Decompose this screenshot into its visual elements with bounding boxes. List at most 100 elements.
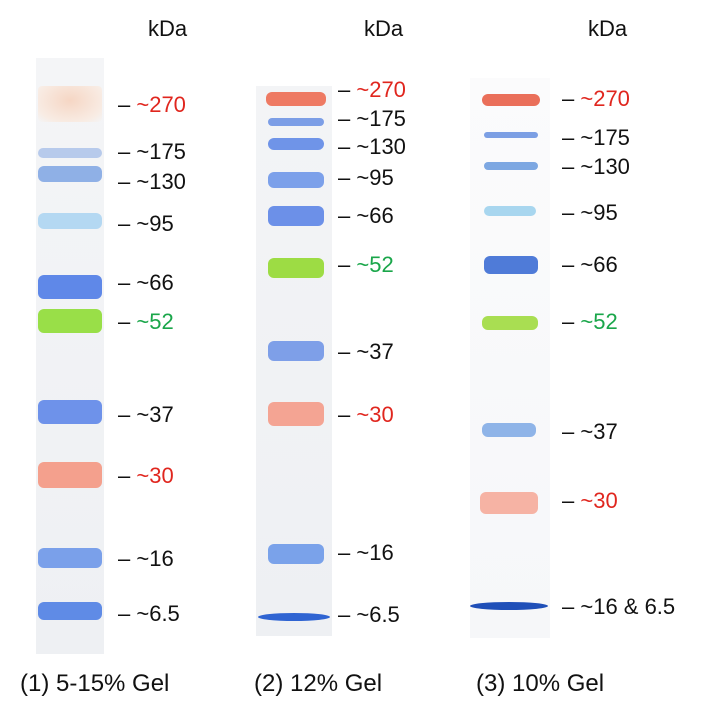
marker-label: – ~130 bbox=[338, 136, 406, 158]
marker-label: – ~175 bbox=[562, 127, 630, 149]
marker-text: ~37 bbox=[356, 339, 394, 364]
marker-text: ~16 bbox=[356, 540, 394, 565]
marker-text: ~270 bbox=[356, 77, 406, 102]
tick-dash: – bbox=[562, 309, 581, 334]
band-130 bbox=[38, 166, 102, 182]
gel-caption: (1) 5-15% Gel bbox=[20, 670, 170, 697]
band-37 bbox=[38, 400, 102, 424]
tick-dash: – bbox=[118, 463, 137, 488]
marker-label: – ~6.5 bbox=[338, 604, 400, 626]
band-270 bbox=[266, 92, 326, 106]
tick-dash: – bbox=[562, 252, 581, 277]
band-130 bbox=[268, 138, 324, 150]
tick-dash: – bbox=[338, 134, 357, 159]
marker-text: ~175 bbox=[580, 125, 630, 150]
marker-text: ~66 bbox=[136, 270, 174, 295]
tick-dash: – bbox=[562, 594, 581, 619]
band-6-5 bbox=[258, 613, 330, 621]
marker-label: – ~130 bbox=[118, 171, 186, 193]
band-66 bbox=[268, 206, 324, 226]
tick-dash: – bbox=[562, 86, 581, 111]
tick-dash: – bbox=[118, 270, 137, 295]
marker-text: ~95 bbox=[356, 165, 394, 190]
marker-text: ~52 bbox=[580, 309, 618, 334]
band-16-6-5 bbox=[470, 602, 548, 610]
marker-text: ~95 bbox=[580, 200, 618, 225]
band-175 bbox=[484, 132, 538, 138]
tick-dash: – bbox=[562, 200, 581, 225]
marker-text: ~16 & 6.5 bbox=[580, 594, 676, 619]
tick-dash: – bbox=[118, 92, 137, 117]
marker-text: ~30 bbox=[136, 463, 174, 488]
tick-dash: – bbox=[338, 165, 357, 190]
tick-dash: – bbox=[562, 419, 581, 444]
marker-label: – ~95 bbox=[338, 167, 394, 189]
marker-label: – ~30 bbox=[118, 465, 174, 487]
band-37 bbox=[268, 341, 324, 361]
marker-text: ~130 bbox=[356, 134, 406, 159]
unit-label: kDa bbox=[364, 16, 404, 41]
marker-label: – ~16 bbox=[338, 542, 394, 564]
band-16 bbox=[268, 544, 324, 564]
tick-dash: – bbox=[118, 309, 137, 334]
marker-label: – ~270 bbox=[338, 79, 406, 101]
marker-text: ~175 bbox=[356, 106, 406, 131]
band-95 bbox=[268, 172, 324, 188]
marker-text: ~66 bbox=[356, 203, 394, 228]
marker-label: – ~270 bbox=[562, 88, 630, 110]
marker-label: – ~52 bbox=[338, 254, 394, 276]
tick-dash: – bbox=[338, 77, 357, 102]
band-95 bbox=[38, 213, 102, 229]
gel-lane bbox=[36, 58, 104, 654]
band-175 bbox=[268, 118, 324, 126]
band-37 bbox=[482, 423, 536, 437]
marker-label: – ~52 bbox=[562, 311, 618, 333]
marker-label: – ~16 & 6.5 bbox=[562, 596, 675, 618]
marker-text: ~130 bbox=[136, 169, 186, 194]
marker-text: ~6.5 bbox=[356, 602, 400, 627]
band-95 bbox=[484, 206, 536, 216]
band-30 bbox=[38, 462, 102, 488]
tick-dash: – bbox=[118, 169, 137, 194]
tick-dash: – bbox=[118, 211, 137, 236]
marker-label: – ~6.5 bbox=[118, 603, 180, 625]
tick-dash: – bbox=[338, 540, 357, 565]
marker-text: ~30 bbox=[356, 402, 394, 427]
marker-text: ~52 bbox=[136, 309, 174, 334]
marker-label: – ~66 bbox=[118, 272, 174, 294]
marker-label: – ~95 bbox=[562, 202, 618, 224]
marker-label: – ~66 bbox=[338, 205, 394, 227]
band-30 bbox=[268, 402, 324, 426]
tick-dash: – bbox=[338, 252, 357, 277]
marker-label: – ~130 bbox=[562, 156, 630, 178]
tick-dash: – bbox=[338, 106, 357, 131]
gel-lane bbox=[256, 86, 332, 636]
marker-text: ~37 bbox=[580, 419, 618, 444]
marker-label: – ~37 bbox=[118, 404, 174, 426]
marker-text: ~52 bbox=[356, 252, 394, 277]
gel-caption: (3) 10% Gel bbox=[476, 670, 605, 697]
tick-dash: – bbox=[562, 125, 581, 150]
marker-label: – ~37 bbox=[338, 341, 394, 363]
marker-text: ~270 bbox=[136, 92, 186, 117]
band-66 bbox=[38, 275, 102, 299]
gel-lane bbox=[470, 78, 550, 638]
tick-dash: – bbox=[338, 602, 357, 627]
marker-label: – ~16 bbox=[118, 548, 174, 570]
marker-text: ~37 bbox=[136, 402, 174, 427]
marker-label: – ~30 bbox=[562, 490, 618, 512]
marker-label: – ~52 bbox=[118, 311, 174, 333]
band-6-5 bbox=[38, 602, 102, 620]
marker-label: – ~175 bbox=[118, 141, 186, 163]
band-130 bbox=[484, 162, 538, 170]
gel-caption: (2) 12% Gel bbox=[254, 670, 383, 697]
tick-dash: – bbox=[118, 601, 137, 626]
band-30 bbox=[480, 492, 538, 514]
marker-text: ~66 bbox=[580, 252, 618, 277]
band-270 bbox=[482, 94, 540, 106]
marker-label: – ~270 bbox=[118, 94, 186, 116]
band-270 bbox=[38, 86, 102, 122]
tick-dash: – bbox=[338, 402, 357, 427]
marker-text: ~270 bbox=[580, 86, 630, 111]
band-175 bbox=[38, 148, 102, 158]
